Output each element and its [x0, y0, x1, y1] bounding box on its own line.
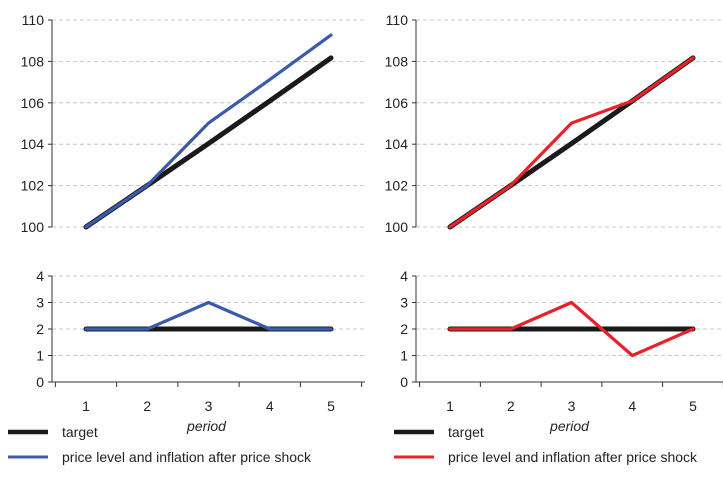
right-bottom-ytick-label: 4 [400, 268, 408, 284]
legend-right-label-1: price level and inflation after price sh… [448, 449, 698, 465]
right-bottom-xtick-label: 3 [568, 398, 576, 414]
left-top-ytick-label: 106 [21, 95, 45, 111]
left-bottom-ytick-label: 3 [36, 295, 44, 311]
left-bottom-xtick-label: 1 [82, 398, 90, 414]
right-top-ytick-label: 110 [386, 12, 409, 28]
right-top-ytick-label: 100 [385, 219, 409, 235]
right-top-ytick-label: 102 [385, 178, 409, 194]
left-top-ytick-label: 102 [21, 178, 45, 194]
left-bottom-series-shock-line [84, 300, 333, 331]
right-top-ytick-label: 104 [385, 136, 409, 152]
right-bottom-xtick-label: 4 [628, 398, 636, 414]
right-bottom-xlabel: period [549, 418, 590, 434]
legend-right-label-0: target [448, 424, 484, 440]
left-top-ytick-label: 104 [21, 136, 45, 152]
left-bottom-xtick-label: 5 [327, 398, 335, 414]
left-bottom-xlabel: period [186, 418, 227, 434]
right-bottom-xtick-label: 2 [507, 398, 515, 414]
right-bottom-xtick-label: 5 [689, 398, 697, 414]
left-bottom-xtick-label: 3 [205, 398, 213, 414]
left-top-ytick-label: 100 [21, 219, 45, 235]
right-bottom-ytick-label: 1 [400, 348, 408, 364]
left-top-series-shock-line [84, 33, 333, 229]
right-top-ytick-label: 108 [385, 53, 409, 69]
left-bottom-xtick-label: 4 [266, 398, 274, 414]
left-bottom-ytick-label: 1 [36, 348, 44, 364]
right-bottom-xtick-label: 1 [446, 398, 454, 414]
right-top-series-shock-line [448, 56, 695, 229]
right-bottom-series-shock-line [448, 300, 695, 358]
right-bottom-ytick-label: 2 [400, 321, 408, 337]
left-top-ytick-label: 108 [21, 53, 45, 69]
right-bottom-ytick-label: 3 [400, 295, 408, 311]
legend-left-label-1: price level and inflation after price sh… [62, 449, 312, 465]
right-bottom-ytick-label: 0 [400, 374, 408, 390]
left-top-ytick-label: 110 [22, 12, 45, 28]
left-bottom-xtick-label: 2 [143, 398, 151, 414]
right-top-ytick-label: 106 [385, 95, 409, 111]
left-bottom-ytick-label: 2 [36, 321, 44, 337]
left-bottom-ytick-label: 0 [36, 374, 44, 390]
legend-left-label-0: target [62, 424, 98, 440]
left-bottom-ytick-label: 4 [36, 268, 44, 284]
